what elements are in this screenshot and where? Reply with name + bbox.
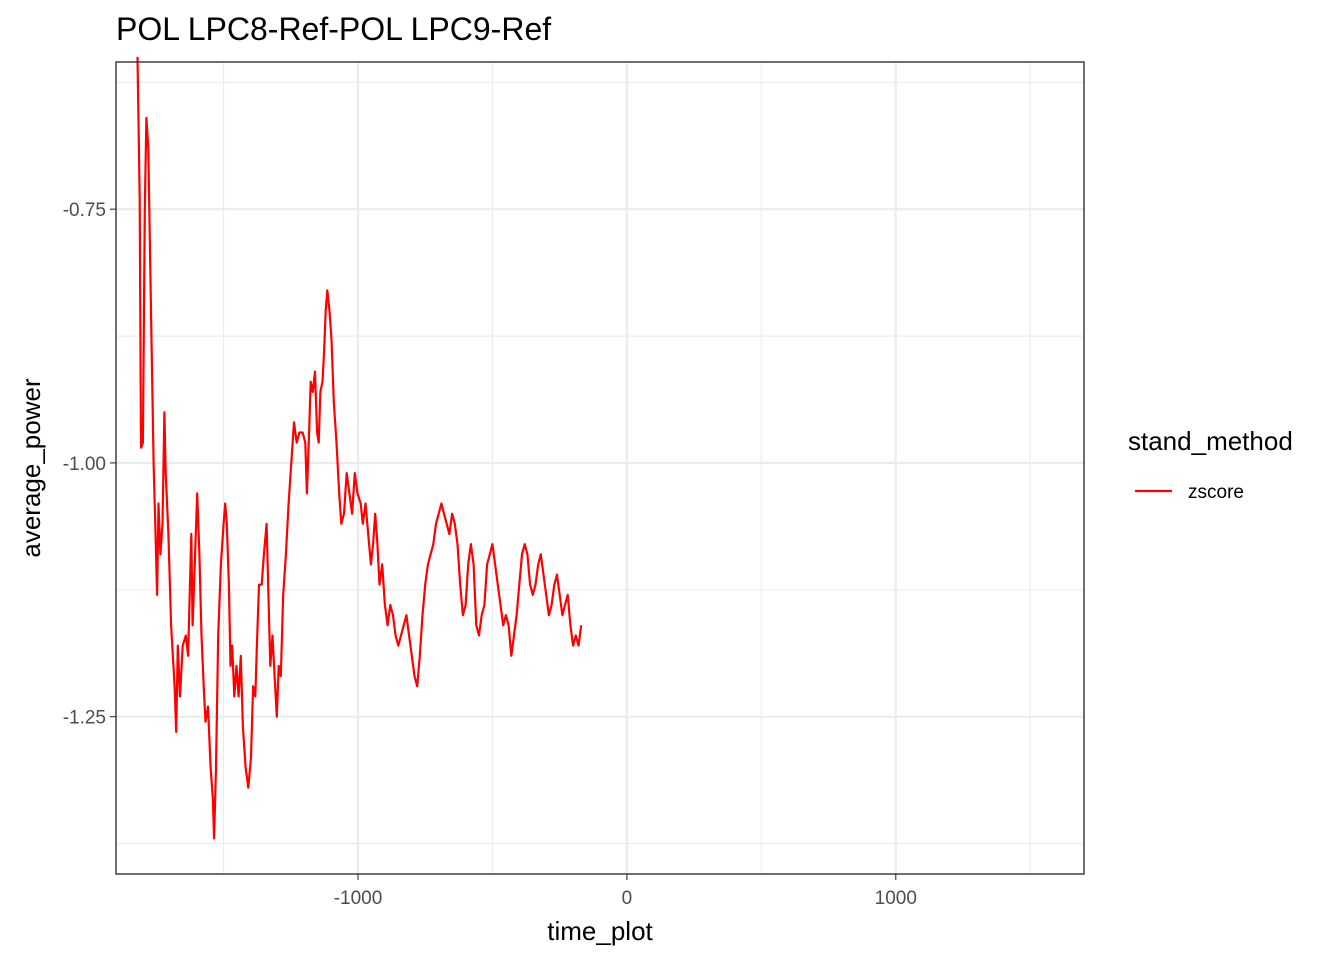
x-axis-title: time_plot	[547, 916, 653, 946]
chart-title: POL LPC8-Ref-POL LPC9-Ref	[116, 11, 551, 47]
y-tick-label: -0.75	[63, 200, 106, 221]
y-axis: -1.25 -1.00 -0.75	[63, 200, 116, 729]
x-tick-label: 1000	[875, 888, 917, 909]
y-tick-label: -1.25	[63, 708, 106, 729]
legend-title: stand_method	[1128, 426, 1293, 456]
plot-panel	[115, 56, 1085, 875]
series-line-zscore	[136, 56, 583, 840]
panel-border	[115, 61, 1085, 875]
panel-background	[116, 62, 1084, 874]
x-tick-label: -1000	[334, 888, 383, 909]
legend-label-zscore: zscore	[1188, 482, 1244, 503]
legend: stand_method zscore	[1128, 426, 1293, 503]
y-tick-label: -1.00	[63, 454, 106, 475]
x-tick-label: 0	[622, 888, 633, 909]
y-axis-title: average_power	[16, 378, 46, 558]
x-axis: -1000 0 1000	[334, 874, 917, 909]
